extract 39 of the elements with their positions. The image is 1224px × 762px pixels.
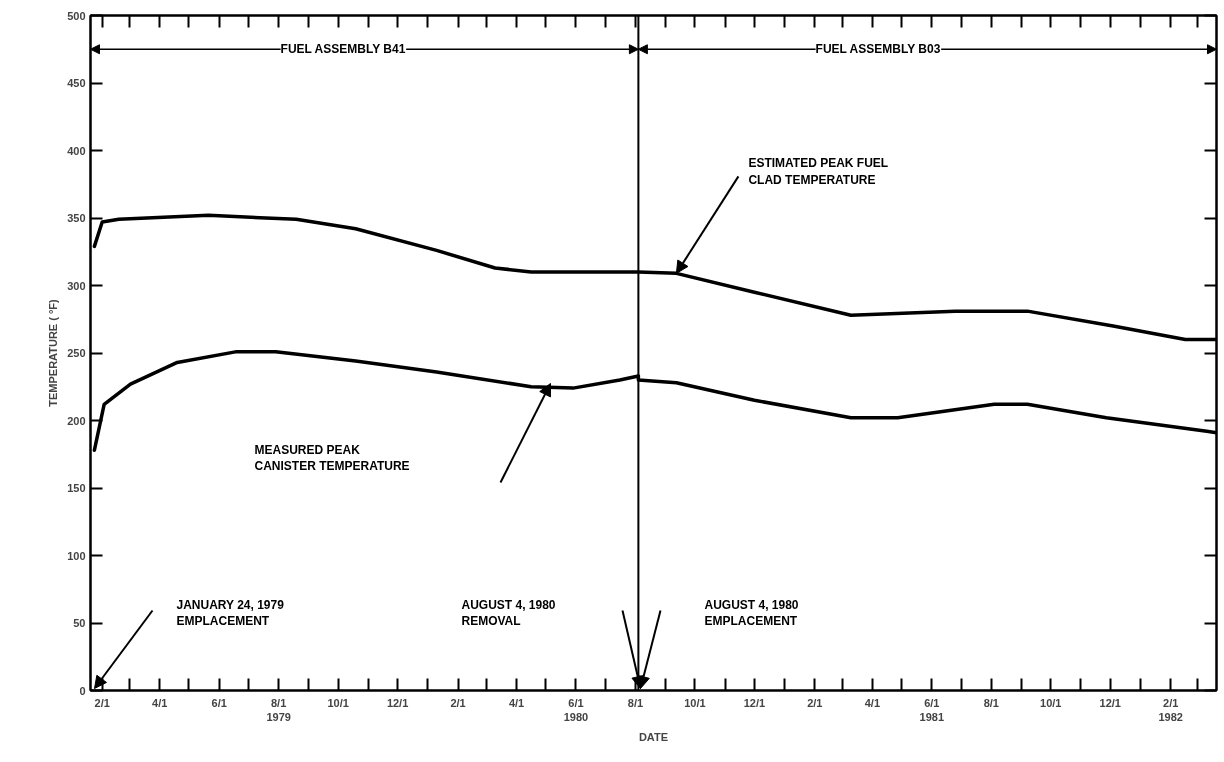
y-axis-title: TEMPERATURE ( °F) bbox=[47, 298, 60, 407]
y-tick-label: 400 bbox=[67, 144, 86, 157]
x-tick-label: 10/1 bbox=[684, 696, 706, 709]
y-tick-label: 450 bbox=[67, 77, 86, 89]
x-tick-label: 12/1 bbox=[743, 696, 766, 709]
x-tick-label: 6/1 1981 bbox=[919, 696, 945, 723]
y-tick-label: 100 bbox=[67, 549, 86, 562]
annotation: JANUARY 24, 1979 EMPLACEMENT bbox=[176, 597, 285, 629]
x-tick-label: 8/1 bbox=[627, 696, 644, 709]
x-tick-label: 6/1 1980 bbox=[563, 696, 589, 723]
annotation: MEASURED PEAK CANISTER TEMPERATURE bbox=[254, 442, 410, 474]
y-tick-label: 250 bbox=[67, 347, 86, 359]
annotation: FUEL ASSEMBLY B41 bbox=[280, 42, 406, 57]
annotation: AUGUST 4, 1980 EMPLACEMENT bbox=[704, 597, 799, 629]
x-tick-label: 2/1 bbox=[807, 696, 823, 709]
x-axis-title: DATE bbox=[638, 730, 669, 743]
annotation: FUEL ASSEMBLY B03 bbox=[815, 42, 941, 57]
x-tick-label: 6/1 bbox=[211, 696, 227, 709]
x-tick-label: 8/1 1979 bbox=[266, 696, 291, 723]
x-tick-label: 2/1 bbox=[94, 696, 110, 709]
x-tick-label: 12/1 bbox=[1099, 696, 1121, 709]
x-tick-label: 4/1 bbox=[864, 696, 881, 709]
y-tick-label: 350 bbox=[67, 212, 86, 224]
x-tick-label: 2/1 bbox=[450, 696, 466, 709]
x-tick-label: 10/1 bbox=[327, 696, 349, 709]
y-tick-label: 50 bbox=[73, 617, 86, 629]
annotation: AUGUST 4, 1980 REMOVAL bbox=[461, 597, 556, 629]
annotation: ESTIMATED PEAK FUEL CLAD TEMPERATURE bbox=[748, 156, 889, 188]
x-tick-label: 10/1 bbox=[1040, 696, 1062, 709]
y-tick-label: 500 bbox=[67, 9, 86, 22]
x-tick-label: 2/1 1982 bbox=[1158, 696, 1183, 723]
y-tick-label: 150 bbox=[67, 482, 86, 494]
x-tick-label: 12/1 bbox=[386, 696, 409, 709]
y-tick-label: 0 bbox=[79, 684, 86, 697]
y-tick-label: 300 bbox=[67, 279, 86, 292]
y-tick-label: 200 bbox=[67, 414, 86, 427]
x-tick-label: 4/1 bbox=[508, 696, 525, 709]
x-tick-label: 4/1 bbox=[152, 696, 168, 709]
x-tick-label: 8/1 bbox=[983, 696, 999, 709]
